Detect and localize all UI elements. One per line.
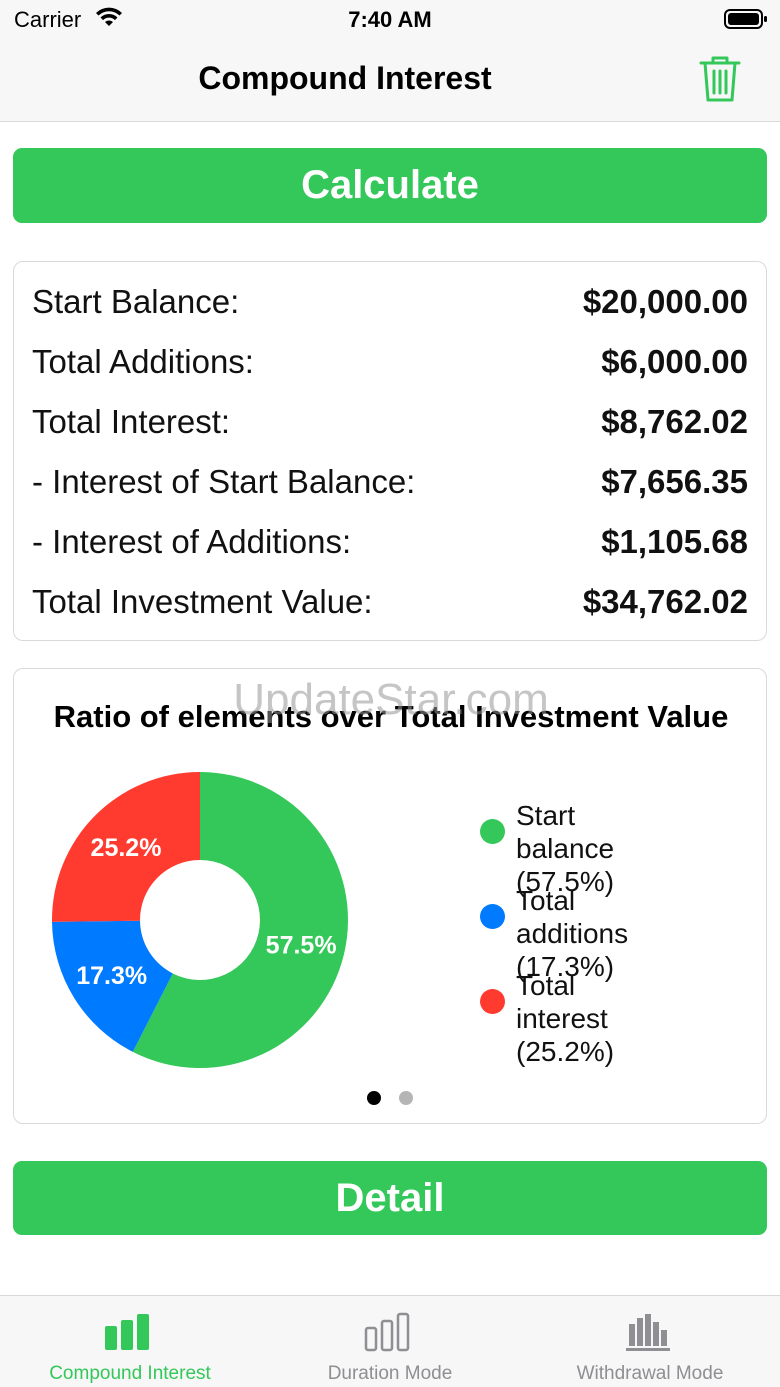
summary-label: Total Interest: <box>32 403 231 440</box>
summary-value: $6,000.00 <box>601 343 748 380</box>
legend-percent: (57.5%) <box>516 866 615 897</box>
tab-bar: Compound Interest Duration Mode Withdraw… <box>0 1295 780 1387</box>
histogram-icon <box>626 1314 670 1351</box>
summary-label: - Interest of Start Balance: <box>32 463 416 500</box>
page-indicator-dot[interactable] <box>399 1091 413 1105</box>
legend-percent: (17.3%) <box>516 951 615 982</box>
legend-label: Total interest <box>516 970 608 1034</box>
bar-chart-outline-icon <box>364 1312 410 1352</box>
legend-dot <box>480 904 505 929</box>
trash-icon[interactable] <box>698 54 742 104</box>
tab-withdrawal-mode[interactable]: Withdrawal Mode <box>520 1296 780 1387</box>
slice-label: 17.3% <box>76 962 147 990</box>
chart-card[interactable]: Ratio of elements over Total Investment … <box>13 668 767 1124</box>
battery-icon <box>724 9 767 29</box>
summary-row-interest-additions: - Interest of Additions: $1,105.68 <box>32 523 748 567</box>
page-title: Compound Interest <box>198 60 492 96</box>
legend-percent: (25.2%) <box>516 1036 615 1067</box>
summary-value: $34,762.02 <box>582 583 748 620</box>
summary-value: $1,105.68 <box>601 523 748 560</box>
summary-row-total-additions: Total Additions: $6,000.00 <box>32 343 748 387</box>
summary-row-total-investment: Total Investment Value: $34,762.02 <box>32 583 748 627</box>
page-indicator-dot[interactable] <box>367 1091 381 1105</box>
summary-row-start-balance: Start Balance: $20,000.00 <box>32 283 748 327</box>
tab-label: Compound Interest <box>49 1363 211 1384</box>
donut-chart: 57.5% 17.3% 25.2% <box>52 772 349 1068</box>
summary-label: Total Investment Value: <box>32 583 373 620</box>
navigation-bar: Compound Interest <box>0 40 780 122</box>
summary-row-total-interest: Total Interest: $8,762.02 <box>32 403 748 447</box>
wifi-icon <box>96 7 122 26</box>
summary-label: - Interest of Additions: <box>32 523 352 560</box>
slice-label: 25.2% <box>91 834 162 862</box>
summary-row-interest-start-balance: - Interest of Start Balance: $7,656.35 <box>32 463 748 507</box>
bar-chart-icon <box>105 1314 149 1350</box>
tab-label: Withdrawal Mode <box>576 1363 724 1384</box>
summary-value: $7,656.35 <box>601 463 748 500</box>
summary-value: $8,762.02 <box>601 403 748 440</box>
detail-button[interactable]: Detail <box>13 1161 767 1235</box>
slice-total-interest <box>52 772 200 922</box>
legend-label: Total additions <box>516 885 629 949</box>
slice-label: 57.5% <box>266 931 337 959</box>
slice-total-additions <box>52 920 173 1052</box>
summary-value: $20,000.00 <box>582 283 748 320</box>
summary-card: Start Balance: $20,000.00 Total Addition… <box>13 261 767 641</box>
summary-label: Start Balance: <box>32 283 240 320</box>
summary-label: Total Additions: <box>32 343 254 380</box>
chart-title: Ratio of elements over Total Investment … <box>53 699 729 734</box>
legend-label: Start balance <box>516 800 615 864</box>
clock: 7:40 AM <box>348 7 432 32</box>
legend-dot <box>480 819 505 844</box>
carrier-label: Carrier <box>14 7 82 32</box>
tab-duration-mode[interactable]: Duration Mode <box>260 1296 520 1387</box>
tab-compound-interest[interactable]: Compound Interest <box>0 1296 260 1387</box>
status-bar: Carrier 7:40 AM <box>0 0 780 40</box>
slice-start-balance <box>132 772 349 1068</box>
tab-label: Duration Mode <box>327 1363 453 1384</box>
calculate-button[interactable]: Calculate <box>13 148 767 223</box>
watermark: UpdateStar.com <box>233 675 549 724</box>
legend-dot <box>480 989 505 1014</box>
